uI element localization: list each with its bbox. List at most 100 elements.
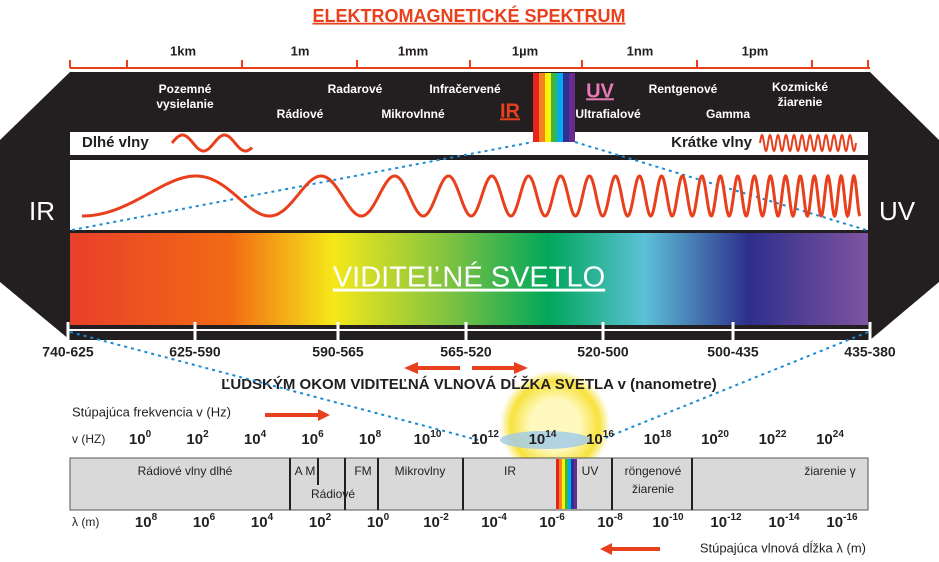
- nm-caption: ĽUDSKÝM OKOM VIDITEĽNÁ VLNOVÁ DĹŽKA SVET…: [221, 375, 717, 393]
- power-base: 10: [367, 514, 384, 531]
- rainbow-stripe: [557, 73, 563, 142]
- long-wave: [170, 133, 254, 153]
- power-base: 10: [597, 514, 614, 531]
- power-base: 10: [309, 514, 326, 531]
- rainbow-stripe: [569, 73, 575, 142]
- power-base: 10: [129, 431, 146, 448]
- power-base: 10: [816, 431, 833, 448]
- power-base: 10: [359, 431, 376, 448]
- power-label: 1014: [529, 429, 557, 448]
- power-label: 1020: [701, 429, 729, 448]
- power-exponent: 6: [210, 512, 216, 523]
- power-label: 10-14: [768, 512, 800, 531]
- rainbow-stripe: [563, 73, 569, 142]
- power-label: 100: [367, 512, 390, 531]
- region-label: FM: [354, 464, 371, 478]
- nm-label: 625-590: [169, 344, 221, 360]
- scale-label: 1µm: [512, 43, 538, 58]
- power-base: 10: [644, 431, 661, 448]
- power-exponent: -10: [669, 512, 684, 523]
- band-label: Gamma: [706, 107, 750, 121]
- power-exponent: 20: [718, 429, 730, 440]
- wave-box: [70, 160, 868, 230]
- power-label: 10-10: [652, 512, 684, 531]
- power-base: 10: [186, 431, 203, 448]
- short-waves-label: Krátke vlny: [671, 134, 753, 151]
- nm-label: 435-380: [844, 344, 896, 360]
- power-base: 10: [481, 514, 498, 531]
- power-exponent: -14: [785, 512, 800, 523]
- power-base: 10: [529, 431, 546, 448]
- region-label: Rádiové vlny dlhé: [138, 464, 233, 478]
- power-base: 10: [768, 514, 785, 531]
- power-exponent: -8: [614, 512, 623, 523]
- power-exponent: -4: [498, 512, 507, 523]
- arrows: [265, 362, 660, 555]
- band-label: Rádiové: [277, 107, 324, 121]
- region-label: UV: [582, 464, 599, 478]
- power-exponent: 2: [326, 512, 332, 523]
- sun: [500, 370, 610, 480]
- region-label: röngenové: [625, 464, 682, 478]
- power-label: 108: [359, 429, 382, 448]
- power-exponent: -16: [843, 512, 858, 523]
- power-exponent: 0: [146, 429, 152, 440]
- rainbow-stripe: [533, 73, 539, 142]
- scale-label: 1km: [170, 43, 196, 58]
- rainbow-stripe: [545, 73, 551, 142]
- power-label: 1022: [759, 429, 787, 448]
- power-label: 10-4: [481, 512, 507, 531]
- power-label: 108: [135, 512, 158, 531]
- power-exponent: 22: [775, 429, 787, 440]
- wave-label-row: [70, 132, 868, 155]
- side-label: IR: [29, 196, 55, 226]
- guide: [599, 331, 869, 441]
- band-label: Pozemné: [159, 82, 212, 96]
- power-label: 102: [186, 429, 209, 448]
- power-label: 104: [244, 429, 267, 448]
- rainbow-stripe: [571, 459, 574, 509]
- arrow: [265, 409, 330, 421]
- power-base: 10: [710, 514, 727, 531]
- power-base: 10: [539, 514, 556, 531]
- power-exponent: 16: [603, 429, 615, 440]
- power-exponent: 8: [376, 429, 382, 440]
- power-base: 10: [652, 514, 669, 531]
- arrow: [600, 543, 660, 555]
- region-label: Rádiové: [311, 487, 355, 501]
- power-exponent: 14: [545, 429, 557, 440]
- spectrum-bar: [69, 457, 869, 511]
- region-label: žiarenie γ: [804, 464, 855, 478]
- power-exponent: 8: [152, 512, 158, 523]
- power-label: 10-2: [423, 512, 449, 531]
- power-exponent: 6: [318, 429, 324, 440]
- power-exponent: 4: [268, 512, 274, 523]
- guides: [69, 141, 869, 441]
- band-label: Kozmické: [772, 80, 828, 94]
- power-label: 1024: [816, 429, 844, 448]
- wl-caption: Stúpajúca vlnová dĺžka λ (m): [700, 540, 866, 555]
- power-exponent: -6: [556, 512, 565, 523]
- band-label: Mikrovlnné: [381, 107, 445, 121]
- rainbow-stripe: [559, 459, 562, 509]
- power-exponent: 2: [203, 429, 209, 440]
- power-exponent: 0: [384, 512, 390, 523]
- rainbow-stripe: [574, 459, 577, 509]
- band-label: žiarenie: [778, 95, 823, 109]
- power-exponent: 12: [488, 429, 500, 440]
- band-label: Rentgenové: [649, 82, 718, 96]
- cloud: [500, 431, 590, 449]
- band-label: vysielanie: [156, 97, 214, 111]
- scale-label: 1mm: [398, 43, 428, 58]
- power-base: 10: [193, 514, 210, 531]
- power-base: 10: [471, 431, 488, 448]
- arrow: [404, 362, 460, 374]
- visible-label: VIDITEĽNÉ SVETLO: [333, 261, 605, 294]
- power-base: 10: [759, 431, 776, 448]
- band-label: UV: [586, 80, 614, 102]
- power-base: 10: [586, 431, 603, 448]
- nm-label: 740-625: [42, 344, 94, 360]
- power-label: 100: [129, 429, 152, 448]
- power-exponent: 18: [660, 429, 672, 440]
